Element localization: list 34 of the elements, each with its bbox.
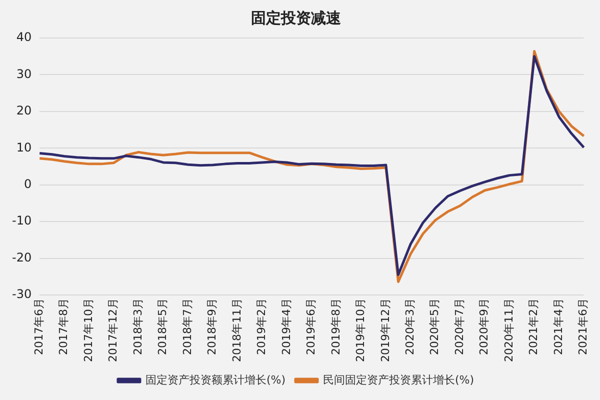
x-tick-label: 2021年2月 [527,298,540,356]
x-tick-label: 2019年10月 [354,298,368,362]
y-tick-label: 30 [16,66,32,81]
legend-label: 固定资产投资额累计增长(%) [145,373,286,386]
x-tick-label: 2020年3月 [404,298,417,356]
y-tick-label: -30 [12,287,32,302]
y-tick-label: -20 [12,250,32,264]
x-tick-label: 2019年8月 [329,298,342,356]
y-tick-label: 20 [16,104,32,118]
x-tick-label: 2018年3月 [131,298,144,356]
x-tick-label: 2021年6月 [576,298,590,356]
x-tick-label: 2020年5月 [428,298,442,356]
x-tick-label: 2017年6月 [32,298,46,356]
x-tick-label: 2018年9月 [206,298,219,356]
y-tick-label: 10 [16,140,32,154]
x-tick-label: 2020年9月 [478,298,491,356]
chart-title: 固定投资减速 [251,8,342,27]
y-tick-label: -10 [12,214,32,228]
x-tick-label: 2020年7月 [452,298,466,356]
x-tick-label: 2019年2月 [255,298,268,356]
x-tick-label: 2017年8月 [57,298,70,356]
x-tick-label: 2019年6月 [304,298,318,356]
x-tick-label: 2017年10月 [82,298,95,362]
x-tick-label: 2021年4月 [552,298,565,356]
legend-label: 民间固定资产投资累计增长(%) [323,373,474,386]
y-tick-label: 40 [16,30,32,44]
x-tick-label: 2018年7月 [180,298,194,356]
y-tick-label: 0 [24,176,32,191]
x-tick-label: 2018年5月 [156,298,170,356]
x-tick-label: 2018年11月 [230,298,244,362]
x-tick-label: 2017年12月 [106,298,120,362]
x-tick-label: 2019年12月 [378,298,392,362]
x-tick-label: 2020年11月 [502,298,516,362]
x-tick-label: 2019年4月 [280,298,293,356]
